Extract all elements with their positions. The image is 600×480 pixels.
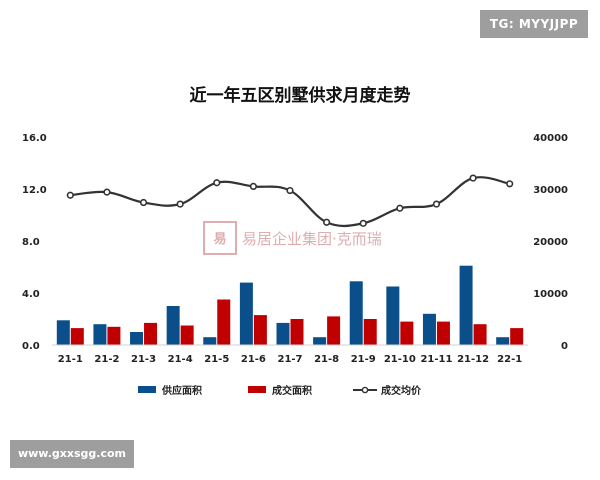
supply-bar (130, 332, 144, 345)
x-tick-label: 21-7 (277, 354, 302, 365)
chart-title: 近一年五区别墅供求月度走势 (190, 85, 411, 106)
supply-bar (496, 337, 510, 345)
deal-bar (327, 316, 341, 345)
y-left-tick-label: 0.0 (22, 341, 40, 352)
x-tick-label: 22-1 (497, 354, 522, 365)
price-point (249, 182, 257, 190)
legend-supply-swatch (138, 386, 156, 393)
price-point (103, 188, 111, 196)
watermark: 易 易居企业集团·克而瑞 (203, 221, 382, 255)
price-point (506, 180, 514, 188)
price-point (213, 179, 221, 187)
legend-price-marker (361, 386, 369, 394)
y-left-tick-label: 16.0 (22, 133, 47, 144)
supply-bar (276, 322, 290, 345)
deal-bar (473, 324, 487, 345)
deal-bar (144, 322, 158, 345)
x-tick-label: 21-5 (204, 354, 229, 365)
supply-bar (56, 320, 70, 345)
y-right-tick-label: 40000 (533, 133, 568, 144)
telegram-badge: TG: MYYJJPP (480, 10, 588, 38)
watermark-logo-box (203, 221, 237, 255)
deal-bar (253, 315, 267, 345)
x-tick-label: 21-4 (168, 354, 193, 365)
supply-bar (313, 337, 327, 345)
x-axis: 21-1 21-2 21-3 21-4 21-5 21-6 21-7 21-8 21-9 21-1… (58, 354, 522, 365)
bar-series-group (56, 265, 524, 345)
y-right-tick-label: 0 (561, 341, 568, 352)
y-axis-left: 0.0 4.0 8.0 12.0 16.0 (22, 133, 47, 352)
deal-bar (70, 328, 84, 345)
price-point (396, 204, 404, 212)
legend-deal-label: 成交面积 (272, 384, 312, 397)
website-badge: www.gxxsgg.com (10, 440, 134, 468)
legend-supply-label: 供应面积 (161, 384, 202, 397)
supply-bar (459, 265, 473, 345)
x-tick-label: 21-3 (131, 354, 156, 365)
y-right-tick-label: 10000 (533, 289, 568, 300)
y-right-tick-label: 20000 (533, 237, 568, 248)
legend-deal-swatch (248, 386, 266, 393)
price-point (139, 198, 148, 207)
deal-bar (180, 325, 194, 345)
watermark-text: 易居企业集团·克而瑞 (242, 230, 382, 248)
supply-bar (203, 337, 217, 345)
price-point (359, 219, 367, 227)
price-point (469, 174, 477, 182)
y-left-tick-label: 12.0 (22, 185, 47, 196)
price-point (176, 200, 184, 208)
y-left-tick-label: 8.0 (22, 237, 40, 248)
supply-bar (386, 286, 400, 345)
x-tick-label: 21-6 (241, 354, 266, 365)
deal-bar (400, 321, 414, 345)
supply-bar (93, 324, 107, 345)
price-point (286, 186, 294, 195)
x-tick-label: 21-9 (351, 354, 376, 365)
price-line (70, 176, 510, 228)
x-tick-label: 21-12 (457, 354, 489, 365)
deal-bar (107, 326, 121, 345)
x-tick-label: 21-10 (384, 354, 416, 365)
y-left-tick-label: 4.0 (22, 289, 40, 300)
deal-bar (363, 319, 377, 345)
price-point (432, 200, 441, 208)
supply-bar (239, 282, 253, 345)
legend: 供应面积 成交面积 成交均价 (138, 384, 422, 397)
deal-bar (510, 328, 524, 345)
y-axis-right: 0 10000 20000 30000 40000 (533, 133, 568, 352)
x-tick-label: 21-11 (420, 354, 452, 365)
y-right-tick-label: 30000 (533, 185, 568, 196)
x-tick-label: 21-1 (58, 354, 83, 365)
legend-price-label: 成交均价 (381, 384, 422, 397)
x-tick-label: 21-8 (314, 354, 339, 365)
watermark-logo-mark: 易 (213, 232, 226, 247)
deal-bar (436, 321, 450, 345)
price-point (323, 218, 331, 226)
supply-bar (166, 306, 180, 345)
deal-bar (290, 319, 304, 345)
x-tick-label: 21-2 (94, 354, 119, 365)
supply-bar (349, 281, 363, 345)
supply-bar (422, 313, 436, 345)
price-point (66, 191, 74, 199)
line-series-group (66, 174, 514, 228)
deal-bar (217, 299, 231, 345)
